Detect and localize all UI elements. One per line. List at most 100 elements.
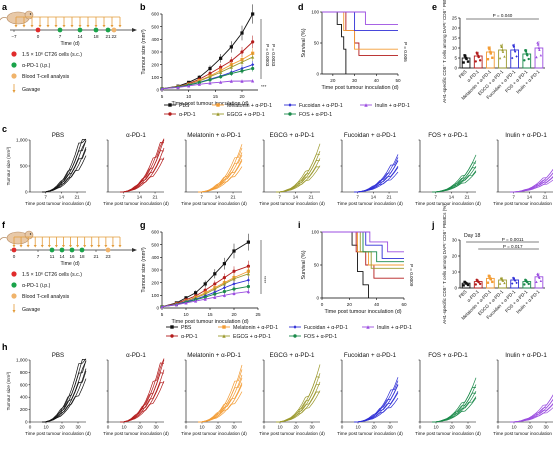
- data-point-PBS: [251, 12, 255, 16]
- x-tick-label: 25: [255, 312, 261, 317]
- tumour-curve-EGCG: [276, 166, 321, 193]
- gavage-arrowhead: [118, 245, 122, 248]
- y-tick-label: 400: [151, 37, 159, 42]
- panel-title: EGCG + α-PD-1: [269, 132, 315, 139]
- x-axis-title: Time post tumour inoculation (d): [103, 431, 169, 436]
- x-tick-label: 15: [213, 94, 219, 99]
- x-tick-label: 10: [43, 425, 49, 430]
- x-axis-title: Time post tumour inoculation (d): [103, 201, 169, 206]
- x-tick-label: 21: [542, 195, 548, 200]
- x-tick-label: 50: [395, 78, 401, 83]
- x-tick-label: 0: [419, 425, 422, 430]
- y-tick-label: 100: [151, 293, 159, 298]
- data-point-EGCG: [213, 287, 217, 291]
- tumour-curve-PBS: [42, 147, 87, 193]
- y-tick-label: 100: [151, 75, 159, 80]
- legend-dot: [11, 293, 17, 299]
- data-point-Melatonin: [489, 52, 493, 55]
- data-point-PBS: [464, 282, 468, 285]
- gavage-arrowhead: [111, 245, 115, 248]
- panel-title: α-PD-1: [126, 132, 146, 139]
- data-point-Inulin: [184, 301, 188, 305]
- survival-curve-Inulin: [322, 231, 404, 253]
- data-point-Inulin: [535, 55, 538, 59]
- legend-label: 1.5 × 10⁶ CT26 cells (s.c.): [22, 272, 82, 278]
- x-tick-label: 10: [183, 312, 189, 317]
- tumour-curve-FOS: [432, 167, 477, 193]
- y-tick-label: 400: [151, 255, 159, 260]
- data-point-Fucoidan: [512, 277, 515, 280]
- data-point-FOS: [527, 57, 530, 61]
- data-point-Fucoidan: [246, 278, 250, 282]
- gavage-arrowhead: [19, 245, 23, 248]
- x-tick-label: 14: [293, 195, 299, 200]
- gavage-arrowhead: [14, 25, 18, 28]
- y-tick-label: 100: [311, 10, 319, 15]
- y-tick-label: 600: [151, 230, 159, 235]
- timeline-tick-label: 18: [79, 254, 85, 259]
- data-point-Inulin: [537, 275, 541, 278]
- p-value-label: P = 0.017: [503, 244, 523, 249]
- x-tick-label: 7: [356, 195, 359, 200]
- x-tick-label: 21: [230, 195, 236, 200]
- x-tick-label: 14: [371, 195, 377, 200]
- y-tick-label: 100: [311, 230, 319, 235]
- legend-label: Inulin + α-PD-1: [375, 103, 410, 109]
- gavage-arrowhead: [40, 245, 44, 248]
- legend-marker-Melatonin: [216, 103, 220, 107]
- x-axis-title: Time post tumour inoculation (d): [25, 201, 91, 206]
- data-point-PBS: [232, 249, 236, 253]
- data-point-Melatonin: [489, 50, 492, 54]
- tumour-curve-Melatonin: [198, 384, 243, 423]
- data-point-Inulin: [187, 84, 191, 88]
- antibody-dot: [49, 247, 55, 253]
- data-point-EGCG: [246, 272, 250, 276]
- x-tick-label: 20: [293, 425, 299, 430]
- data-point-FOS: [203, 295, 207, 299]
- x-axis-title: Time post tumour inoculation (d): [171, 319, 248, 325]
- p-value-label: P = 0.0033: [271, 44, 276, 67]
- antibody-dot: [79, 247, 85, 253]
- panel-title: EGCG + α-PD-1: [269, 352, 315, 359]
- data-point-Fucoidan: [512, 45, 515, 48]
- y-tick-label: 10: [452, 46, 458, 51]
- data-point-Inulin: [539, 54, 543, 57]
- y-tick-label: 0: [316, 296, 319, 301]
- data-point-aPD1: [246, 264, 250, 268]
- timeline-tick-label: 7: [37, 254, 40, 259]
- data-point-FOS: [229, 71, 233, 76]
- x-tick-label: 5: [161, 312, 164, 317]
- timeline-axis-title: Time (d): [60, 261, 79, 267]
- x-tick-label: 14: [59, 195, 65, 200]
- y-tick-label: 500: [20, 164, 28, 169]
- x-tick-label: 0: [263, 425, 266, 430]
- panel-letter-h: h: [2, 342, 8, 352]
- panel-letter-e: e: [432, 2, 437, 12]
- legend-label: α-PD-1 (i.p.): [22, 63, 51, 69]
- p-value-label: P = 0.0003: [265, 44, 270, 67]
- tumour-curve-Fucoidan: [354, 157, 399, 193]
- antibody-dot: [105, 27, 111, 33]
- y-axis-title: AH1-specific CD8⁺ T cells among DAPI⁻CD8…: [442, 204, 447, 324]
- y-tick-label: 20: [452, 254, 458, 259]
- y-tick-label: 0: [156, 88, 159, 93]
- mouse-tail: [0, 237, 8, 241]
- legend-label: Inulin + α-PD-1: [377, 325, 412, 331]
- tumour-curve-EGCG: [276, 390, 321, 423]
- x-tick-label: 20: [231, 312, 237, 317]
- data-point-Melatonin: [486, 281, 490, 284]
- y-tick-label: 10: [452, 270, 458, 275]
- x-axis-title: Time post tumour inoculation (d): [171, 101, 248, 107]
- survival-curve-FOS: [322, 231, 404, 263]
- timeline-tick-label: 7: [59, 34, 62, 39]
- gavage-arrowhead: [104, 245, 108, 248]
- data-point-FOS: [525, 280, 528, 283]
- x-tick-label: 10: [186, 94, 192, 99]
- y-axis-title: Tumour size (mm³): [6, 371, 11, 410]
- x-tick-label: 14: [215, 195, 221, 200]
- legend-dot: [11, 282, 17, 288]
